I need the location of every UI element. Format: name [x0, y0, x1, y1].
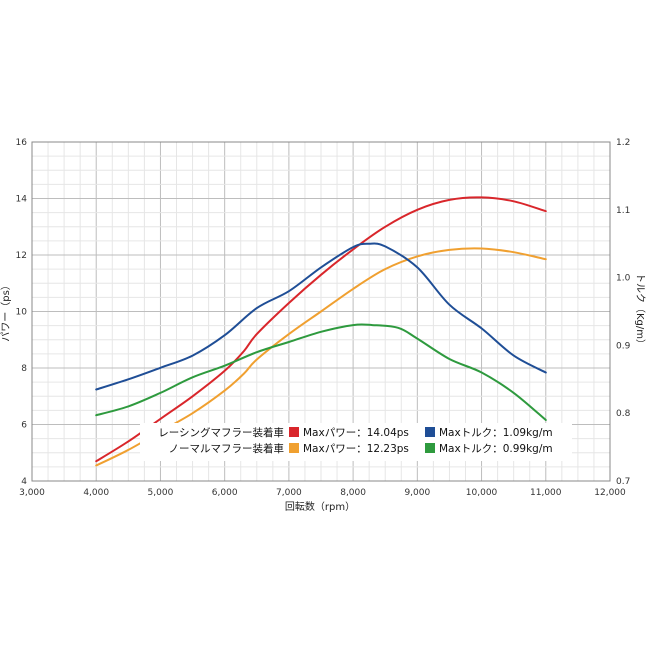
legend-swatch [289, 443, 299, 453]
legend-background [140, 423, 572, 461]
x-tick-label: 8,000 [340, 488, 366, 498]
y-right-tick-label: 0.7 [616, 477, 630, 487]
legend-item-text: Maxトルク：0.99kg/m [439, 443, 553, 455]
x-tick-label: 3,000 [19, 488, 45, 498]
x-tick-label: 11,000 [530, 488, 562, 498]
y-right-axis-label: トルク（Kg/m） [634, 273, 646, 349]
legend-swatch [289, 427, 299, 437]
x-tick-label: 5,000 [148, 488, 174, 498]
y-right-tick-label: 0.9 [616, 341, 631, 351]
normal-torque-line [95, 323, 547, 421]
racing-torque-line [95, 242, 547, 391]
y-left-tick-label: 14 [16, 195, 28, 205]
y-right-tick-label: 1.0 [616, 274, 631, 284]
x-axis-label: 回転数（rpm） [285, 500, 355, 513]
legend-row-label: ノーマルマフラー装着車 [169, 442, 285, 455]
racing-power-line [95, 196, 547, 463]
plot-border [31, 141, 611, 482]
y-left-tick-label: 10 [16, 308, 28, 318]
x-tick-label: 12,000 [594, 488, 626, 498]
legend-item-text: Maxトルク：1.09kg/m [439, 427, 553, 439]
y-left-tick-label: 4 [21, 477, 27, 487]
y-left-tick-label: 12 [16, 251, 27, 261]
y-left-tick-label: 16 [16, 138, 28, 148]
y-right-tick-label: 1.1 [616, 206, 630, 216]
y-left-tick-label: 8 [21, 364, 27, 374]
legend-row-label: レーシングマフラー装着車 [158, 426, 284, 439]
legend-item-text: Maxパワー：12.23ps [303, 443, 409, 455]
legend-swatch [425, 427, 435, 437]
axis-labels: 回転数（rpm） パワー（ps） トルク（Kg/m） [0, 273, 646, 513]
legend: レーシングマフラー装着車 Maxパワー：14.04ps Maxトルク：1.09kg/… [140, 423, 572, 461]
x-tick-label: 9,000 [404, 488, 430, 498]
x-tick-label: 10,000 [466, 488, 498, 498]
legend-item-text: Maxパワー：14.04ps [303, 427, 409, 439]
y-right-tick-label: 0.8 [616, 409, 631, 419]
normal-power-line [95, 247, 547, 467]
y-left-tick-label: 6 [21, 421, 27, 431]
x-tick-label: 6,000 [212, 488, 238, 498]
tick-labels: 3,000 4,000 5,000 6,000 7,000 8,000 9,000 10,00… [16, 138, 631, 498]
x-tick-label: 7,000 [276, 488, 302, 498]
plot-frame [31, 141, 611, 482]
legend-swatch [425, 443, 435, 453]
y-right-tick-label: 1.2 [616, 138, 630, 148]
series-lines [95, 196, 547, 467]
y-left-axis-label: パワー（ps） [0, 280, 12, 342]
x-tick-label: 4,000 [83, 488, 109, 498]
